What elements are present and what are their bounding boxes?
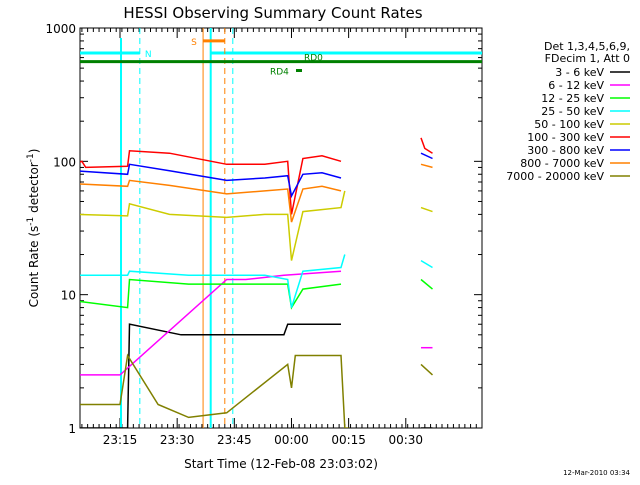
footer-timestamp: 12-Mar-2010 03:34 [563, 469, 630, 477]
x-tick-label: 23:45 [217, 433, 252, 447]
y-axis-label-sup2: -1 [26, 153, 36, 162]
series-line-300-800 [420, 152, 433, 160]
series-line-50-100 [420, 206, 433, 213]
plot-frame [79, 27, 483, 429]
series-line-7000-20000 [420, 363, 434, 376]
series-line-12-25 [80, 278, 342, 310]
legend-label: 25 - 50 keV [541, 105, 604, 118]
series-line-25-50 [420, 259, 433, 269]
x-tick-label: 00:30 [388, 433, 423, 447]
legend-label: 50 - 100 keV [534, 118, 604, 131]
series-line-50-100 [80, 190, 346, 261]
legend-label: 7000 - 20000 keV [506, 170, 604, 183]
legend-label: 12 - 25 keV [541, 92, 604, 105]
legend: Det 1,3,4,5,6,9,FDecim 1, Att 03 - 6 keV… [506, 40, 630, 183]
x-tick-label: 00:15 [331, 433, 366, 447]
plot-area: 1 10 100 1000 23:15 23:30 23:45 00:00 00:15 00:30… [45, 22, 483, 447]
y-tick-label: 10 [61, 289, 76, 303]
legend-label: 300 - 800 keV [527, 144, 604, 157]
legend-header: FDecim 1, Att 0 [545, 52, 630, 65]
legend-header: Det 1,3,4,5,6,9, [544, 40, 630, 53]
series-line-800-7000 [80, 179, 342, 223]
legend-label: 3 - 6 keV [555, 66, 604, 79]
saa-label: S [191, 38, 197, 48]
series-line-100-300 [420, 137, 433, 154]
rd4-label: RD4 [270, 68, 289, 78]
y-axis-label-sup1: -1 [26, 217, 36, 226]
x-tick-label: 23:30 [160, 433, 195, 447]
chart-title: HESSI Observing Summary Count Rates [123, 4, 422, 22]
series-line-12-25 [420, 278, 433, 290]
series-line-6-12 [80, 270, 342, 376]
y-tick-label: 100 [53, 155, 76, 169]
x-tick-label: 23:15 [103, 433, 138, 447]
y-tick-label: 1 [68, 422, 76, 436]
series-line-300-800 [80, 163, 342, 199]
series-line-800-7000 [420, 163, 433, 169]
legend-label: 800 - 7000 keV [520, 157, 604, 170]
y-tick-label: 1000 [45, 22, 76, 36]
y-axis-label-end: ) [27, 149, 41, 154]
legend-label: 6 - 12 keV [548, 79, 604, 92]
legend-label: 100 - 300 keV [527, 131, 604, 144]
rd0-label: RD0 [304, 54, 323, 64]
x-tick-label: 00:00 [274, 433, 309, 447]
x-axis-label: Start Time (12-Feb-08 23:03:02) [184, 457, 378, 471]
series-line-7000-20000 [80, 353, 349, 428]
series-line-100-300 [80, 150, 342, 215]
y-axis-label: Count Rate (s-1 detector-1) [26, 149, 41, 308]
y-axis-label-mid: detector [27, 162, 41, 217]
y-axis-label-main: Count Rate (s [27, 226, 41, 308]
series-line-3-6 [80, 323, 341, 428]
series-line-25-50 [80, 254, 346, 308]
night-label: N [145, 50, 152, 60]
